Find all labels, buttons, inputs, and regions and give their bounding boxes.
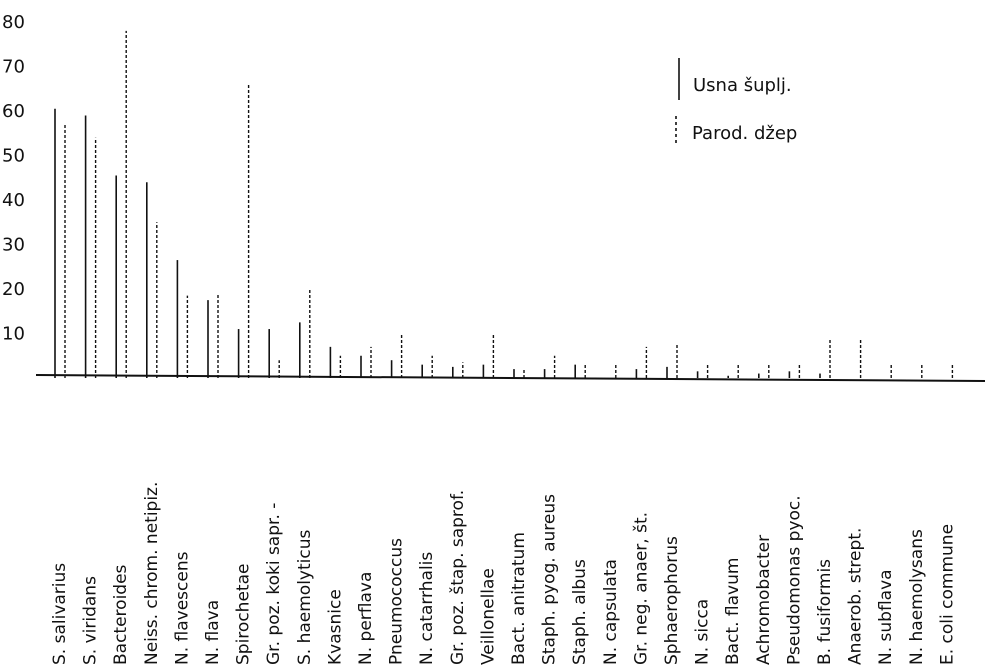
category-label: E. coli commune [937, 524, 957, 665]
category-label: Staph. albus [570, 559, 590, 665]
category-label: N. haemolysans [907, 529, 927, 665]
y-tick-label: 50 [2, 146, 25, 167]
y-tick-label: 10 [2, 324, 25, 345]
category-label: Gr. poz. štap. saprof. [448, 490, 468, 665]
category-label: Staph. pyog. aureus [540, 494, 560, 665]
category-label: Veillonellae [478, 568, 498, 665]
x-axis-line [35, 374, 986, 382]
category-label: S. haemolyticus [295, 529, 315, 665]
category-label: N. capsulata [601, 559, 621, 665]
category-label: B. fusiformis [815, 559, 835, 665]
category-label: N. flava [203, 600, 223, 665]
category-label: N. sicca [693, 599, 713, 665]
category-label: Spirochetae [234, 564, 254, 665]
y-tick-label: 60 [2, 101, 25, 122]
y-tick-label: 80 [2, 12, 25, 33]
y-tick-label: 70 [2, 57, 25, 78]
legend: Usna šuplj. Parod. džep [675, 58, 797, 146]
category-label: N. perflava [356, 572, 376, 665]
category-label: Kvasnice [325, 589, 345, 665]
legend-label-parod: Parod. džep [692, 123, 797, 144]
category-label: Achromobacter [754, 535, 774, 665]
category-labels: S. salivarius S. viridans Bacteroides Neiss… [50, 482, 957, 665]
category-label: Pseudomonas pyoc. [784, 495, 804, 665]
category-label: Bacteroides [111, 564, 131, 665]
category-label: Bact. anitratum [509, 532, 529, 665]
y-tick-label: 40 [2, 190, 25, 211]
y-tick-label: 20 [2, 279, 25, 300]
legend-label-usna: Usna šuplj. [693, 75, 792, 96]
category-label: S. viridans [81, 576, 101, 665]
category-label: Neiss. chrom. netipiz. [142, 482, 162, 665]
category-label: Gr. neg. anaer, št. [631, 512, 651, 665]
category-label: Sphaerophorus [662, 536, 682, 665]
category-label: Pneumococcus [387, 538, 407, 665]
category-label: N. subflava [876, 569, 896, 665]
category-label: S. salivarius [50, 563, 70, 665]
bars-group [54, 30, 954, 378]
category-label: N. catarrhalis [417, 552, 437, 665]
category-label: Gr. poz. koki sapr. - [264, 503, 284, 665]
y-tick-label: 30 [2, 235, 25, 256]
category-label: Bact. flavum [723, 558, 743, 665]
y-axis-tick-labels: 10 20 30 40 50 60 70 80 [2, 12, 25, 345]
category-label: N. flavescens [172, 551, 192, 665]
category-label: Anaerob. strept. [846, 528, 866, 665]
